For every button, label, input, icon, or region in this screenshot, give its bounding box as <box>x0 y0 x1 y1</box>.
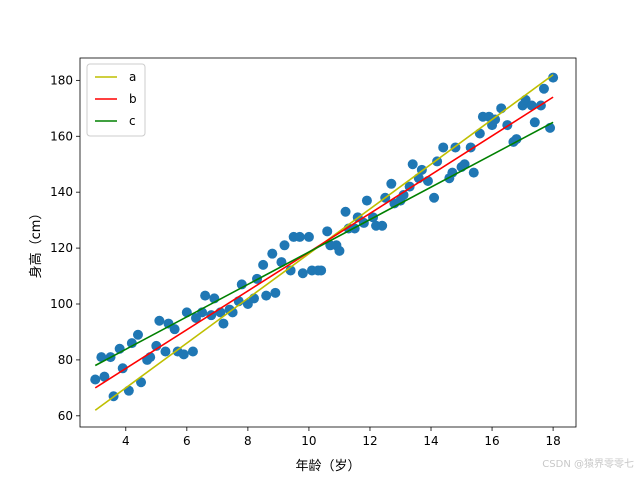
scatter-point <box>334 245 345 256</box>
scatter-point <box>474 128 485 139</box>
scatter-point <box>132 329 143 340</box>
scatter-point <box>267 248 278 259</box>
scatter-point <box>398 189 409 200</box>
scatter-point <box>340 206 351 217</box>
scatter-point <box>126 338 137 349</box>
y-tick-label: 140 <box>50 185 73 199</box>
scatter-point <box>432 156 443 167</box>
scatter-point <box>123 385 134 396</box>
legend-label-c: c <box>129 114 136 128</box>
x-tick-label: 8 <box>244 434 252 448</box>
scatter-point <box>270 287 281 298</box>
scatter-point <box>227 307 238 318</box>
scatter-point <box>99 371 110 382</box>
plot-frame <box>79 57 577 428</box>
scatter-point <box>136 377 147 388</box>
x-tick-label: 6 <box>183 434 191 448</box>
watermark: CSDN @猿界零零七 <box>542 459 634 470</box>
scatter-point <box>538 83 549 94</box>
x-axis-label: 年龄（岁） <box>295 459 360 474</box>
y-tick-label: 60 <box>58 409 73 423</box>
scatter-point <box>529 117 540 128</box>
scatter-point <box>548 72 559 83</box>
scatter-point <box>117 363 128 374</box>
legend: abc <box>86 63 146 137</box>
scatter-point <box>187 346 198 357</box>
scatter-point <box>459 159 470 170</box>
scatter-point <box>322 226 333 237</box>
scatter-point <box>386 178 397 189</box>
scatter-point <box>96 352 107 363</box>
y-tick-label: 80 <box>58 353 73 367</box>
scatter-point <box>258 259 269 270</box>
scatter-point <box>303 231 314 242</box>
scatter-point <box>90 374 101 385</box>
series-line-b <box>94 96 554 389</box>
y-tick-label: 120 <box>50 241 73 255</box>
x-tick-label: 10 <box>301 434 316 448</box>
fit-lines <box>94 74 554 411</box>
scatter-point <box>438 142 449 153</box>
scatter-point <box>429 192 440 203</box>
x-tick-label: 12 <box>362 434 377 448</box>
scatter-point <box>294 231 305 242</box>
x-tick-label: 16 <box>484 434 499 448</box>
y-axis-label: 身高（cm） <box>28 207 44 279</box>
scatter-point <box>160 346 171 357</box>
x-axis: 4 6 8 10 12 14 16 18 <box>122 427 561 448</box>
scatter-point <box>200 290 211 301</box>
scatter-point <box>297 268 308 279</box>
scatter-point <box>178 349 189 360</box>
y-tick-label: 180 <box>50 73 73 87</box>
legend-label-b: b <box>129 92 137 106</box>
scatter-point <box>154 315 165 326</box>
legend-box <box>86 63 146 137</box>
scatter-point <box>468 167 479 178</box>
scatter-point <box>465 142 476 153</box>
y-axis: 60 80 100 120 140 160 180 <box>50 73 80 423</box>
scatter-point <box>490 114 501 125</box>
x-tick-label: 14 <box>423 434 438 448</box>
x-tick-label: 4 <box>122 434 130 448</box>
scatter-point <box>316 265 327 276</box>
scatter-point <box>218 318 229 329</box>
scatter-point <box>361 195 372 206</box>
scatter-point <box>511 134 522 145</box>
legend-label-a: a <box>129 70 136 84</box>
scatter-point <box>279 240 290 251</box>
x-tick-label: 18 <box>545 434 560 448</box>
scatter-point <box>526 100 537 111</box>
scatter-point <box>169 324 180 335</box>
y-tick-label: 160 <box>50 129 73 143</box>
scatter-point <box>377 220 388 231</box>
y-tick-label: 100 <box>50 297 73 311</box>
series-line-c <box>94 121 554 367</box>
scatter-point <box>407 159 418 170</box>
scatter-point <box>261 290 272 301</box>
